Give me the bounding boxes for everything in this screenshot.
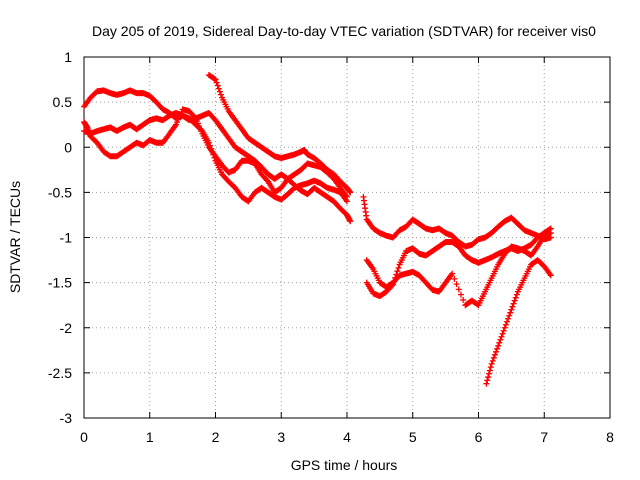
plus-point — [455, 286, 462, 293]
plus-point — [513, 291, 520, 298]
x-tick-label: 1 — [146, 429, 154, 445]
plus-point — [213, 79, 220, 86]
y-tick-labels: 1 0.5 0 -0.5 -1 -1.5 -2 -2.5 -3 — [48, 49, 72, 426]
plus-point — [506, 312, 513, 319]
data-points — [81, 72, 554, 387]
plus-point — [546, 226, 553, 233]
plus-point — [487, 364, 494, 371]
plus-point — [500, 327, 507, 334]
plus-point — [216, 88, 223, 95]
plus-point — [509, 303, 516, 310]
plus-point — [496, 339, 503, 346]
y-tick-label: -3 — [60, 410, 73, 426]
plus-point — [501, 324, 508, 331]
plus-point — [391, 278, 398, 285]
plus-point — [510, 300, 517, 307]
y-tick-label: 0 — [64, 139, 72, 155]
series-track-4 — [205, 72, 354, 196]
plus-point — [494, 345, 501, 352]
plus-point — [483, 380, 490, 387]
plus-point — [488, 360, 495, 367]
plus-point — [217, 91, 224, 98]
plus-point — [508, 306, 515, 313]
plus-point — [393, 271, 400, 278]
plus-point — [347, 189, 354, 196]
plus-point — [497, 336, 504, 343]
plus-point — [498, 333, 505, 340]
y-tick-label: -1 — [60, 230, 73, 246]
y-tick-label: -1.5 — [48, 275, 72, 291]
plus-point — [388, 282, 395, 289]
plus-point — [390, 281, 397, 288]
y-tick-label: 1 — [64, 49, 72, 65]
plus-point — [394, 268, 401, 275]
plus-point — [214, 82, 221, 89]
plus-point — [347, 218, 354, 225]
x-tick-label: 5 — [409, 429, 417, 445]
series-track-6 — [363, 229, 554, 309]
x-tick-label: 2 — [212, 429, 220, 445]
plus-point — [486, 367, 493, 374]
plus-point — [212, 76, 219, 83]
plus-point — [491, 351, 498, 358]
plus-point — [499, 330, 506, 337]
series-track-7 — [363, 225, 554, 300]
plus-point — [460, 296, 467, 303]
plus-point — [344, 193, 350, 200]
y-tick-label: -0.5 — [48, 184, 72, 200]
plus-point — [264, 177, 271, 184]
plus-point — [485, 374, 492, 381]
plus-point — [395, 264, 402, 271]
plus-point — [495, 342, 502, 349]
plus-point — [490, 354, 497, 361]
x-axis-label: GPS time / hours — [291, 457, 398, 473]
x-tick-label: 7 — [540, 429, 548, 445]
plus-point — [507, 309, 514, 316]
x-tick-label: 0 — [80, 429, 88, 445]
chart-title: Day 205 of 2019, Sidereal Day-to-day VTE… — [92, 23, 596, 39]
axis-ticks — [83, 56, 611, 419]
plus-point — [502, 321, 509, 328]
plus-point — [547, 272, 554, 279]
series-track-8 — [483, 257, 554, 387]
y-axis-label: SDTVAR / TECUs — [7, 181, 23, 293]
plus-point — [484, 377, 491, 384]
y-tick-label: -2.5 — [48, 365, 72, 381]
series-track-3 — [81, 109, 354, 225]
x-tick-label: 8 — [606, 429, 614, 445]
y-tick-label: -2 — [60, 320, 73, 336]
plus-point — [511, 297, 518, 304]
x-tick-label: 6 — [475, 429, 483, 445]
plus-point — [503, 318, 510, 325]
plus-point — [505, 315, 512, 322]
plus-point — [547, 225, 554, 232]
plus-point — [211, 75, 218, 82]
plus-point — [486, 370, 493, 377]
plus-point — [493, 348, 500, 355]
x-tick-labels: 0 1 2 3 4 5 6 7 8 — [80, 429, 614, 445]
plus-point — [449, 270, 456, 277]
plus-point — [457, 291, 464, 298]
series-track-5 — [360, 193, 554, 250]
x-tick-label: 3 — [277, 429, 285, 445]
plus-point — [512, 294, 519, 301]
plus-point — [453, 281, 460, 288]
x-tick-label: 4 — [343, 429, 351, 445]
plus-point — [489, 357, 496, 364]
plus-point — [215, 85, 222, 92]
y-tick-label: 0.5 — [53, 94, 73, 110]
plus-point — [451, 275, 458, 282]
plus-point — [392, 274, 399, 281]
